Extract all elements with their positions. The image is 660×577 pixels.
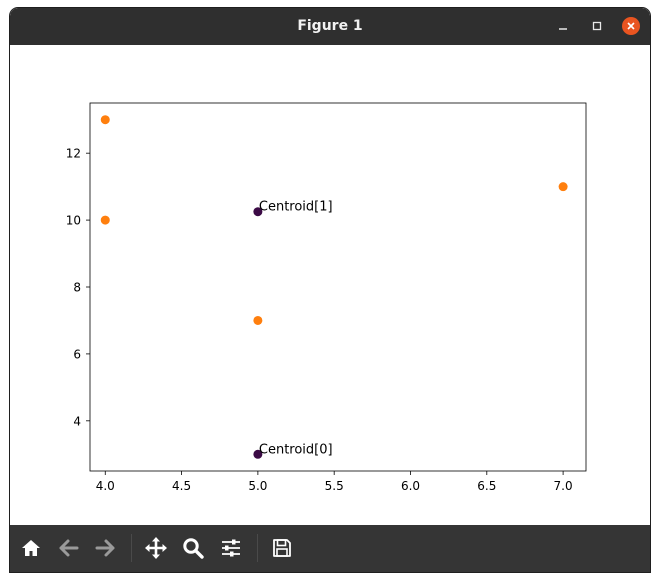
toolbar-separator	[257, 534, 258, 562]
floppy-icon	[273, 539, 291, 557]
maximize-icon	[592, 21, 602, 31]
scatter-point	[253, 207, 263, 217]
sliders-icon	[222, 539, 240, 557]
zoom-button[interactable]	[178, 533, 208, 563]
x-tick-label: 6.0	[401, 479, 420, 493]
minimize-icon	[559, 28, 567, 30]
minimize-button[interactable]	[554, 17, 572, 35]
close-button[interactable]	[622, 17, 640, 35]
scatter-point	[253, 315, 263, 325]
configure-button[interactable]	[216, 533, 246, 563]
maximize-button[interactable]	[588, 17, 606, 35]
home-button[interactable]	[16, 533, 46, 563]
title-bar[interactable]: Figure 1	[10, 8, 650, 45]
arrow-right-icon	[95, 539, 115, 557]
point-annotation: Centroid[1]	[259, 200, 333, 215]
y-tick-label: 12	[66, 147, 81, 161]
y-tick-label: 4	[73, 414, 81, 428]
plot-area	[89, 102, 587, 472]
scatter-point	[253, 449, 263, 459]
scatter-point	[100, 215, 110, 225]
back-button[interactable]	[54, 533, 84, 563]
scatter-point	[100, 115, 110, 125]
x-tick-label: 4.5	[172, 479, 191, 493]
point-annotation: Centroid[0]	[259, 442, 333, 457]
home-icon	[22, 540, 40, 556]
arrow-left-icon	[59, 539, 79, 557]
forward-button[interactable]	[90, 533, 120, 563]
pan-button[interactable]	[141, 533, 171, 563]
toolbar-separator	[131, 534, 132, 562]
plot-canvas[interactable]: 4.0 4.5 5.0 5.5 6.0 6.5 7.0 4 6 8 10 12 Centroid[1…	[10, 45, 650, 525]
scatter-chart: 4.0 4.5 5.0 5.5 6.0 6.5 7.0 4 6 8 10 12 Centroid[1…	[66, 102, 587, 493]
x-tick-label: 5.5	[325, 479, 344, 493]
figure-window: Figure 1 4.0 4.5 5.0 5.5 6.0 6.5 7.0 4 6 8 10 12 C…	[10, 8, 650, 572]
y-tick-label: 10	[66, 214, 81, 228]
x-tick-label: 5.0	[248, 479, 267, 493]
window-title: Figure 1	[297, 18, 363, 34]
scatter-point	[558, 182, 568, 192]
move-icon	[145, 537, 167, 559]
y-tick-label: 8	[73, 281, 81, 295]
x-tick-label: 6.5	[477, 479, 496, 493]
navigation-toolbar	[10, 525, 650, 572]
x-tick-label: 4.0	[96, 479, 115, 493]
magnifier-icon	[183, 538, 204, 559]
x-tick-label: 7.0	[554, 479, 573, 493]
save-button[interactable]	[267, 533, 297, 563]
y-tick-label: 6	[73, 347, 81, 361]
close-icon	[627, 22, 635, 30]
